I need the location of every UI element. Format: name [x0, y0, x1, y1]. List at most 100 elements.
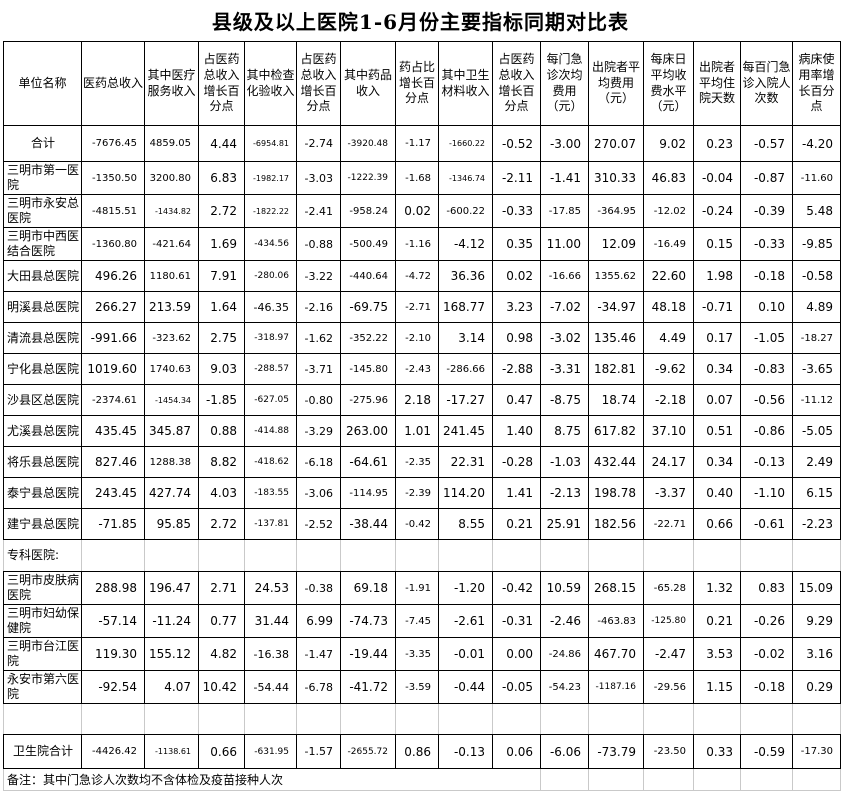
value-cell: -0.05: [492, 670, 541, 704]
empty-cell: [643, 703, 694, 735]
value-cell: -4815.51: [81, 194, 145, 228]
value-cell: 36.36: [438, 260, 493, 292]
value-cell: -280.06: [244, 260, 297, 292]
value-cell: -2.52: [296, 508, 341, 540]
empty-cell: [588, 703, 644, 735]
table-row: 合计 -7676.45 4859.05 4.44 -6954.81 -2.74 -3920.…: [3, 125, 841, 162]
table-row: 三明市中西医结合医院 -1360.80 -421.64 1.69 -434.56 -0.8…: [3, 227, 841, 261]
value-cell: -2.16: [296, 291, 341, 323]
value-cell: -318.97: [244, 322, 297, 354]
value-cell: -2.61: [438, 604, 493, 638]
value-cell: -3.37: [643, 477, 694, 509]
table-row: 沙县区总医院 -2374.61 -1454.34 -1.85 -627.05 -0.80-…: [3, 384, 841, 416]
empty-cell: [492, 703, 541, 735]
value-cell: -0.57: [740, 125, 793, 162]
value-cell: 0.21: [693, 604, 741, 638]
value-cell: 1.98: [693, 260, 741, 292]
value-cell: -3.03: [296, 161, 341, 195]
value-cell: -1.62: [296, 322, 341, 354]
value-cell: -275.96: [340, 384, 396, 416]
value-cell: -0.01: [438, 637, 493, 671]
value-cell: 4.03: [198, 477, 245, 509]
value-cell: 2.72: [198, 194, 245, 228]
value-cell: 135.46: [588, 322, 644, 354]
value-cell: -1.20: [438, 571, 493, 605]
value-cell: -46.35: [244, 291, 297, 323]
value-cell: -92.54: [81, 670, 145, 704]
value-cell: -1.03: [540, 446, 589, 478]
column-header: 单位名称: [3, 41, 82, 126]
value-cell: 0.23: [693, 125, 741, 162]
value-cell: -1222.39: [340, 161, 396, 195]
value-cell: -69.75: [340, 291, 396, 323]
value-cell: -3.22: [296, 260, 341, 292]
value-cell: 1.15: [693, 670, 741, 704]
value-cell: -2.46: [540, 604, 589, 638]
table-row: 三明市台江医院 119.30 155.12 4.82 -16.38 -1.47 -19.44…: [3, 637, 841, 671]
value-cell: 0.34: [693, 353, 741, 385]
value-cell: -0.86: [740, 415, 793, 447]
value-cell: 6.15: [792, 477, 841, 509]
value-cell: -0.59: [740, 734, 793, 769]
unit-name-cell: 清流县总医院: [3, 322, 82, 354]
value-cell: -19.44: [340, 637, 396, 671]
value-cell: -414.88: [244, 415, 297, 447]
unit-name-cell: 专科医院:: [3, 539, 82, 572]
value-cell: -1.57: [296, 734, 341, 769]
value-cell: -12.02: [643, 194, 694, 228]
empty-cell: [740, 768, 793, 791]
value-cell: -34.97: [588, 291, 644, 323]
value-cell: 0.15: [693, 227, 741, 261]
value-cell: -3.00: [540, 125, 589, 162]
value-cell: -2374.61: [81, 384, 145, 416]
value-cell: -288.57: [244, 353, 297, 385]
value-cell: 617.82: [588, 415, 644, 447]
value-cell: -2.88: [492, 353, 541, 385]
value-cell: 3.53: [693, 637, 741, 671]
value-cell: -958.24: [340, 194, 396, 228]
value-cell: -6.18: [296, 446, 341, 478]
value-cell: 8.75: [540, 415, 589, 447]
value-cell: 22.60: [643, 260, 694, 292]
value-cell: -2.47: [643, 637, 694, 671]
value-cell: 69.18: [340, 571, 396, 605]
value-cell: -0.71: [693, 291, 741, 323]
value-cell: 4.89: [792, 291, 841, 323]
value-cell: [540, 539, 589, 572]
value-cell: 22.31: [438, 446, 493, 478]
column-header: 其中检查化验收入: [244, 41, 297, 126]
table-row: 建宁县总医院 -71.85 95.85 2.72 -137.81 -2.52 -38.44-…: [3, 508, 841, 540]
value-cell: -54.44: [244, 670, 297, 704]
empty-cell: [740, 703, 793, 735]
value-cell: -323.62: [144, 322, 199, 354]
value-cell: 1180.61: [144, 260, 199, 292]
value-cell: 0.98: [492, 322, 541, 354]
value-cell: 0.40: [693, 477, 741, 509]
column-header: 每门急诊次均费用（元）: [540, 41, 589, 126]
value-cell: -11.60: [792, 161, 841, 195]
value-cell: 9.02: [643, 125, 694, 162]
value-cell: -1.91: [395, 571, 439, 605]
value-cell: 0.47: [492, 384, 541, 416]
empty-cell: [144, 703, 199, 735]
value-cell: -3.59: [395, 670, 439, 704]
value-cell: 1.40: [492, 415, 541, 447]
value-cell: 4.82: [198, 637, 245, 671]
value-cell: -0.61: [740, 508, 793, 540]
value-cell: -0.18: [740, 260, 793, 292]
value-cell: 0.34: [693, 446, 741, 478]
value-cell: 310.33: [588, 161, 644, 195]
value-cell: -434.56: [244, 227, 297, 261]
value-cell: -3.02: [540, 322, 589, 354]
note-text: 备注：其中门急诊人次数均不含体检及疫苗接种人次: [3, 768, 541, 791]
value-cell: [643, 539, 694, 572]
value-cell: -2.71: [395, 291, 439, 323]
value-cell: -1434.82: [144, 194, 199, 228]
value-cell: -2.13: [540, 477, 589, 509]
value-cell: -38.44: [340, 508, 396, 540]
unit-name-cell: 将乐县总医院: [3, 446, 82, 478]
table-row: 卫生院合计 -4426.42 -1138.61 0.66 -631.95 -1.57 -26…: [3, 734, 841, 769]
value-cell: [693, 539, 741, 572]
empty-cell: [792, 703, 841, 735]
